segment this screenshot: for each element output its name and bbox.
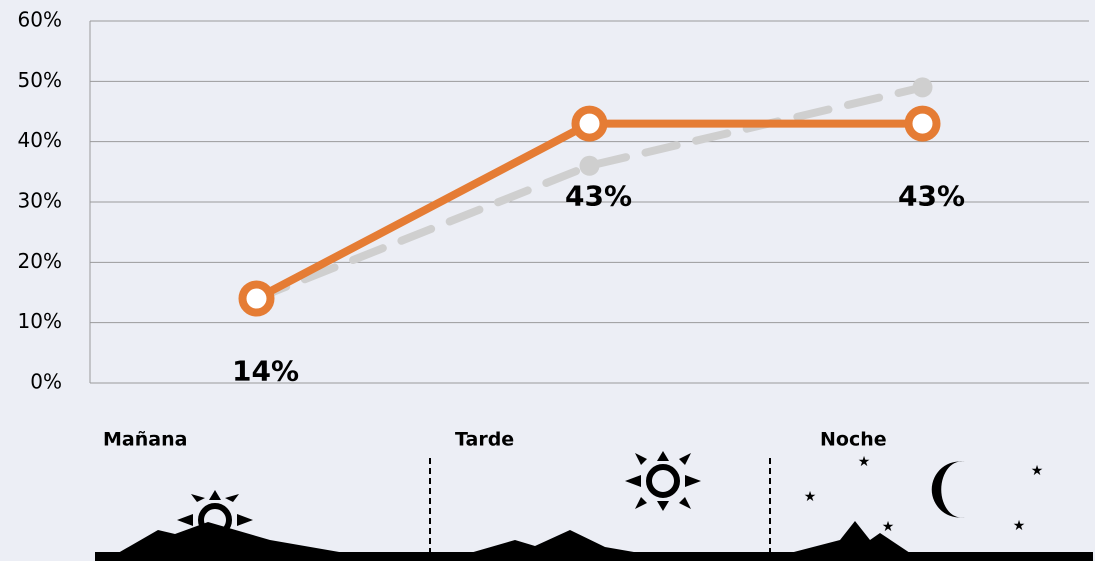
point	[576, 110, 604, 138]
svg-text:★: ★	[858, 454, 871, 470]
svg-text:★: ★	[1031, 463, 1044, 479]
data-label: 14%	[232, 355, 299, 388]
data-label: 43%	[565, 180, 632, 213]
svg-text:★: ★	[804, 489, 817, 505]
point	[580, 156, 600, 176]
point	[913, 77, 933, 97]
category-label: Tarde	[455, 429, 514, 451]
svg-text:★: ★	[1013, 518, 1026, 534]
y-tick-label: 30%	[18, 189, 62, 213]
point	[909, 110, 937, 138]
y-tick-label: 40%	[18, 128, 62, 152]
y-tick-label: 0%	[30, 370, 62, 394]
svg-text:★: ★	[882, 519, 895, 535]
point	[243, 285, 271, 313]
category-label: Mañana	[103, 429, 187, 451]
category-label: Noche	[820, 429, 887, 451]
y-tick-label: 20%	[18, 249, 62, 273]
chart: ★ ★ ★ ★ ★ 0% 10% 20% 30% 40% 50% 60% Mañana Tarde Noc…	[0, 0, 1095, 561]
y-tick-label: 10%	[18, 309, 62, 333]
y-tick-label: 60%	[18, 8, 62, 32]
decoration: ★ ★ ★ ★ ★	[95, 451, 1093, 561]
data-label: 43%	[898, 180, 965, 213]
y-tick-label: 50%	[18, 68, 62, 92]
